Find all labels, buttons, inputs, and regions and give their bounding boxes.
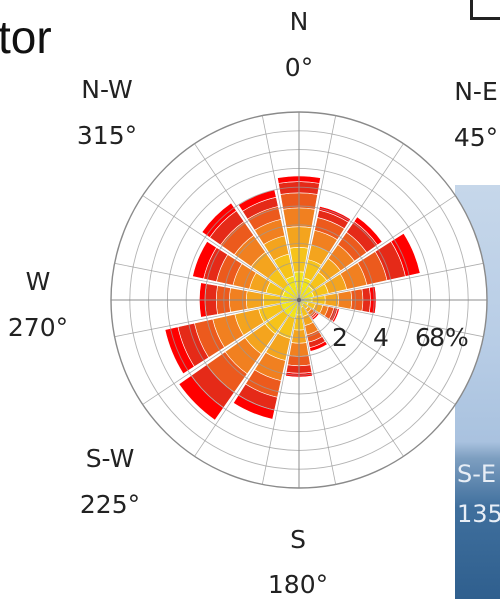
grid-spoke [298,299,456,405]
grid-spoke [298,143,404,301]
direction-label: N-E [454,77,498,106]
slide-title-fragment: tor [0,11,52,63]
direction-angle-label: 225° [80,490,140,519]
grid-spoke [298,195,456,301]
cropped-frame-edge [470,0,500,20]
grid-spoke [261,299,300,485]
grid-spoke [114,299,300,338]
grid-spoke [298,299,484,338]
grid-spoke [142,195,300,301]
radial-tick-label: 4 [373,323,389,352]
direction-angle-label: 180° [268,570,328,599]
rose-sector [309,340,328,352]
direction-angle-label: 315° [77,121,137,150]
photo-direction-label: S-E [457,460,497,488]
direction-label: S-W [86,444,135,473]
radial-tick-label: 8% [429,323,469,352]
grid-spoke [298,299,337,485]
grid-spoke [298,299,404,457]
grid-spoke [194,299,300,457]
direction-label: N [290,7,309,36]
grid-spoke [142,299,300,405]
rose-sector [331,308,340,323]
direction-label: N-W [81,75,132,104]
rose-sector [390,232,421,277]
rose-sector [311,312,320,321]
direction-label: S [290,525,306,554]
radial-tick-label: 2 [332,323,348,352]
grid-spoke [261,115,300,301]
grid-spoke [194,143,300,301]
rose-sector [192,240,217,280]
radial-tick-label: 6 [415,323,431,352]
direction-label: W [26,267,51,296]
grid-spoke [114,262,300,301]
photo-angle-label: 135° [457,500,500,528]
direction-angle-label: 45° [454,123,498,152]
direction-angle-label: 270° [8,313,68,342]
rose-sector [353,216,383,246]
grid-spoke [298,262,484,301]
grid-spoke [298,115,337,301]
rose-sector [164,326,195,375]
direction-angle-label: 0° [285,53,313,82]
rose-center [296,297,302,303]
